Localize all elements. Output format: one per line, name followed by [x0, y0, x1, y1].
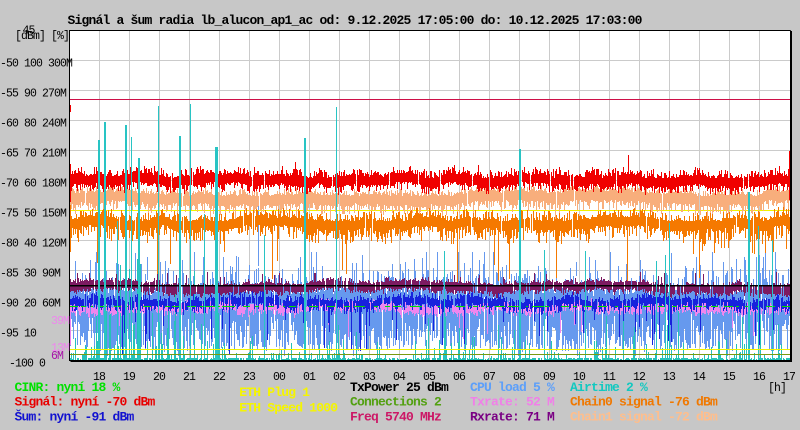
svg-text:-95 10: -95 10: [0, 328, 37, 341]
svg-text:04: 04: [393, 371, 406, 384]
svg-text:39M: 39M: [51, 315, 70, 328]
svg-text:05: 05: [423, 371, 436, 384]
svg-text:19: 19: [123, 371, 136, 384]
svg-text:-60 80 240M: -60 80 240M: [0, 118, 67, 131]
svg-text:00: 00: [273, 371, 286, 384]
svg-text:22: 22: [213, 371, 226, 384]
svg-text:-70 60 180M: -70 60 180M: [0, 178, 67, 191]
svg-text:20: 20: [153, 371, 166, 384]
svg-text:01: 01: [303, 371, 316, 384]
svg-text:-65 70 210M: -65 70 210M: [0, 148, 67, 161]
svg-text:18: 18: [93, 371, 106, 384]
svg-text:06: 06: [453, 371, 466, 384]
svg-text:CPU load 5 %: CPU load 5 %: [470, 380, 555, 395]
svg-text:Freq 5740 MHz: Freq 5740 MHz: [350, 409, 441, 424]
svg-text:CINR: nyní 18 %: CINR: nyní 18 %: [15, 380, 121, 395]
svg-text:TxPower 25 dBm: TxPower 25 dBm: [350, 380, 449, 395]
svg-text:12: 12: [633, 371, 646, 384]
svg-text:03: 03: [363, 371, 376, 384]
svg-text:13: 13: [663, 371, 676, 384]
svg-text:-90 20 60M: -90 20 60M: [0, 298, 61, 311]
svg-text:Signál a šum radia lb_alucon_a: Signál a šum radia lb_alucon_ap1_ac od: …: [68, 13, 643, 28]
svg-text:-80 40 120M: -80 40 120M: [0, 238, 67, 251]
svg-text:16: 16: [753, 371, 766, 384]
svg-text:Chain1 signal -72 dBm: Chain1 signal -72 dBm: [570, 409, 718, 424]
svg-text:ETH Plug 1: ETH Plug 1: [239, 385, 310, 400]
svg-text:ETH Speed 1000: ETH Speed 1000: [239, 401, 338, 416]
svg-text:13M: 13M: [51, 342, 70, 355]
svg-text:Rxrate: 71 M: Rxrate: 71 M: [470, 409, 555, 424]
svg-text:-55 90 270M: -55 90 270M: [0, 88, 67, 101]
svg-text:Connections 2: Connections 2: [350, 395, 442, 410]
svg-text:14: 14: [693, 371, 706, 384]
svg-text:45: 45: [23, 25, 36, 38]
svg-text:[h]: [h]: [768, 382, 786, 395]
svg-text:Signál: nyní -70 dBm: Signál: nyní -70 dBm: [15, 395, 156, 410]
svg-text:11: 11: [603, 371, 616, 384]
svg-text:-75 50 150M: -75 50 150M: [0, 208, 67, 221]
svg-text:07: 07: [483, 371, 495, 384]
svg-text:Txrate: 52 M: Txrate: 52 M: [470, 395, 555, 410]
svg-text:Šum: nyní -91 dBm: Šum: nyní -91 dBm: [15, 410, 135, 425]
svg-text:21: 21: [183, 371, 196, 384]
svg-text:6M: 6M: [51, 350, 64, 363]
svg-text:08: 08: [513, 371, 526, 384]
svg-text:10: 10: [573, 371, 586, 384]
svg-text:02: 02: [333, 371, 346, 384]
svg-text:15: 15: [723, 371, 736, 384]
svg-text:09: 09: [543, 371, 556, 384]
svg-text:-85 30 90M: -85 30 90M: [0, 268, 61, 281]
svg-text:23: 23: [243, 371, 256, 384]
svg-text:Airtime 2 %: Airtime 2 %: [570, 380, 648, 395]
svg-text:17: 17: [783, 371, 795, 384]
svg-text:Chain0 signal -76 dBm: Chain0 signal -76 dBm: [570, 395, 718, 410]
svg-text:[dBm] [%]: [dBm] [%]: [15, 30, 69, 43]
svg-text:-100 0: -100 0: [9, 358, 46, 371]
svg-text:-50 100 300M: -50 100 300M: [0, 58, 73, 71]
